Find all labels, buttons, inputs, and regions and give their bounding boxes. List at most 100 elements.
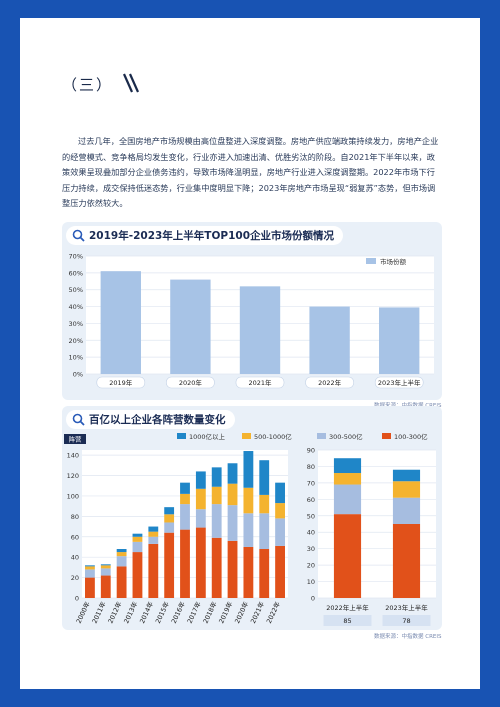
- chart1-y-tick: 30%: [69, 320, 83, 328]
- chart2-bar-segment: [148, 526, 159, 532]
- chart2-x-tick: 2016年: [169, 600, 187, 625]
- chart2-right-y-tick: 30: [307, 545, 315, 553]
- chart2-x-tick: 2020年: [232, 600, 250, 625]
- chart2-bar-segment: [132, 541, 143, 553]
- chart2-y-tick: 20: [71, 574, 79, 582]
- chart1-x-label-box: [166, 376, 215, 389]
- chart2-right-y-tick: 60: [307, 496, 315, 504]
- chart2-x-tick: 2012年: [106, 600, 124, 625]
- chart2-x-tick: 2011年: [90, 600, 108, 625]
- chart1-x-tick: 2022年: [318, 378, 342, 387]
- chart2-bar-segment: [180, 493, 190, 505]
- chart2-legend-swatch: [382, 433, 391, 439]
- chart2-bar-segment: [116, 566, 127, 598]
- chart2-source: 数据来源：中指数据 CREIS: [374, 634, 442, 640]
- chart2-right-bar-segment: [392, 524, 421, 598]
- chart2-right-bar-segment: [392, 469, 421, 482]
- chart2-bar-segment: [195, 488, 206, 510]
- chart2-bar-segment: [211, 504, 222, 538]
- chart1-x-tick: 2021年: [248, 378, 272, 387]
- chart2-bar-segment: [275, 503, 285, 519]
- chart2-bar-segment: [164, 507, 175, 515]
- chart2-panel: 百亿以上企业各阵营数量变化 1000亿以上 500-1000亿 300-500亿 10…: [62, 406, 442, 630]
- chart2-right-total-box: [323, 615, 372, 626]
- chart2-title: 百亿以上企业各阵营数量变化: [89, 414, 226, 426]
- chart2-right-total: 85: [343, 617, 351, 625]
- chart2-x-tick: 2018年: [201, 600, 219, 625]
- chart2-x-tick: 2013年: [121, 600, 139, 625]
- chart1-x-label-box: [374, 376, 424, 389]
- chart1-plot: 0% 10% 20% 30% 40% 50% 60% 70% 2019年 2020年 2021年 20…: [69, 253, 434, 389]
- chart2-right-y-tick: 70: [307, 479, 315, 487]
- chart2-legend-swatch: [242, 433, 251, 439]
- chart1-bar: [100, 271, 141, 374]
- chart2-bar-segment: [275, 482, 285, 504]
- chart2-right-y-tick: 40: [307, 529, 315, 537]
- chart2-bar-segment: [100, 564, 111, 566]
- chart2-bar-segment: [195, 509, 206, 528]
- chart2-x-tick: 2019年: [216, 600, 234, 625]
- chart2-right-bar-segment: [333, 514, 362, 598]
- chart1-x-label-box: [235, 376, 285, 389]
- chart2-ylabel: 阵营: [69, 435, 83, 444]
- chart2-y-tick: 120: [67, 472, 79, 480]
- chart2-right-x-tick: 2022年上半年: [326, 603, 369, 612]
- chart2-bar-segment: [164, 522, 175, 533]
- chart2-bar-segment: [100, 565, 111, 569]
- chart2-bar-segment: [180, 504, 190, 530]
- chart2-bar-segment: [195, 527, 206, 598]
- chart1-y-tick: 10%: [69, 354, 83, 362]
- chart2-x-tick: 2014年: [137, 600, 155, 625]
- chart2-right-y-tick: 0: [311, 595, 315, 603]
- chart2-right-y-tick: 50: [307, 512, 315, 520]
- chart2-bar-segment: [132, 536, 143, 542]
- chart2-right-y-tick: 10: [307, 578, 315, 586]
- chart1-title-tag: 2019年-2023年上半年TOP100企业市场份额情况: [66, 226, 344, 245]
- chart2-bar-segment: [211, 467, 222, 487]
- chart2-y-tick: 40: [71, 554, 79, 562]
- chart2-legend-label: 500-1000亿: [254, 432, 292, 441]
- chart1-x-label-box: [96, 376, 146, 389]
- chart2-ylabel-box: [64, 434, 86, 444]
- chart2-y-tick: 60: [71, 533, 79, 541]
- chart2-bar-segment: [195, 471, 206, 489]
- chart1-legend-swatch: [366, 258, 376, 264]
- chart2-x-tick: 2000年: [74, 600, 92, 625]
- chart2-legend-label: 1000亿以上: [189, 432, 226, 441]
- chart2-y-tick: 140: [67, 452, 79, 460]
- chart2-bar-segment: [259, 460, 270, 495]
- chart2-bar-segment: [116, 552, 127, 557]
- chart1-y-tick: 50%: [69, 286, 83, 294]
- chart2-bar-segment: [243, 487, 254, 514]
- chart1-x-tick: 2019年: [109, 378, 133, 387]
- chart1-y-tick: 40%: [69, 303, 83, 311]
- magnifier-icon: [72, 413, 85, 426]
- section-title: （三）: [62, 76, 114, 94]
- chart2-bar-segment: [227, 463, 238, 484]
- chart2-bar-segment: [116, 556, 127, 567]
- chart2-bar-segment: [132, 552, 143, 598]
- chart2-right-bar-segment: [392, 497, 421, 524]
- chart2-right-bar-segment: [333, 473, 362, 485]
- intro-paragraph: 过去几年，全国房地产市场规模由高位盘整进入深度调整。房地产供应端政策持续发力，房…: [62, 136, 439, 208]
- chart2-plot: 1000亿以上 500-1000亿 300-500亿 100-300亿 阵营 0 20 40 6…: [64, 432, 436, 626]
- chart2-right-bar-segment: [333, 458, 362, 474]
- chart2-x-tick: 2022年: [264, 600, 282, 625]
- chart2-right-total: 78: [402, 617, 410, 625]
- chart2-right-bar-segment: [333, 484, 362, 515]
- chart2-bar-segment: [100, 575, 111, 598]
- chart2-bar-segment: [85, 577, 95, 598]
- slash-decoration-icon: [122, 73, 140, 93]
- chart2-bar-segment: [259, 494, 270, 514]
- chart2-bar-segment: [85, 569, 95, 578]
- chart2-bar-segment: [100, 568, 111, 576]
- chart1-x-label-box: [305, 376, 354, 389]
- chart2-bar-segment: [243, 546, 254, 598]
- chart2-right-total-box: [382, 615, 431, 626]
- chart2-bar-segment: [227, 505, 238, 541]
- chart2-x-tick: 2021年: [248, 600, 266, 625]
- chart2-bar-segment: [243, 513, 254, 547]
- chart1-y-tick: 70%: [69, 253, 83, 261]
- chart1-bar: [309, 306, 350, 374]
- chart2-bar-segment: [116, 549, 127, 553]
